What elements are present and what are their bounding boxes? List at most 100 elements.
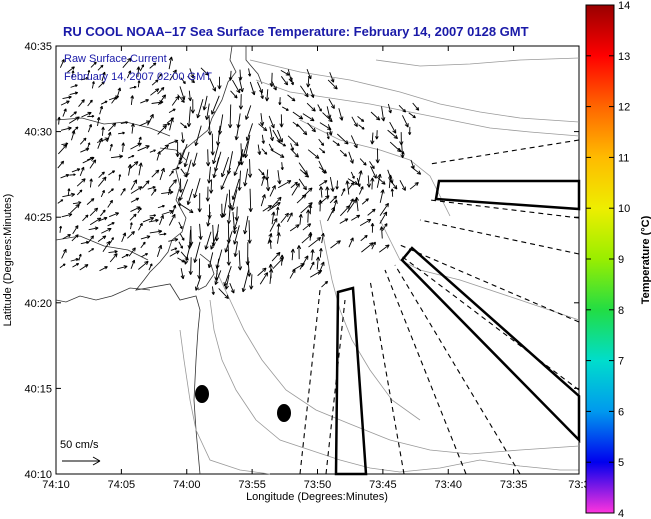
current-vector: [109, 143, 113, 152]
current-vector: [117, 265, 128, 270]
current-vector: [193, 178, 201, 199]
current-vector: [107, 188, 114, 194]
y-tick-label: 40:20: [24, 298, 52, 310]
current-vector: [128, 161, 139, 170]
current-vector: [158, 94, 167, 106]
current-vector: [108, 122, 117, 132]
x-tick-label: 73:50: [304, 479, 332, 491]
x-tick-label: 73:3: [568, 479, 589, 491]
current-vector: [211, 286, 215, 295]
current-vector: [318, 138, 325, 146]
colorbar-tick-label: 12: [618, 102, 630, 114]
current-vector: [306, 209, 311, 223]
current-vector: [121, 142, 126, 153]
current-vector: [129, 222, 133, 230]
current-vector: [86, 198, 95, 205]
current-vector: [148, 263, 153, 271]
current-vector: [60, 126, 72, 131]
current-vector: [184, 241, 192, 265]
current-vector: [287, 94, 296, 102]
current-vector: [340, 205, 351, 217]
current-vector: [87, 69, 91, 77]
current-vector: [168, 179, 177, 189]
current-vector: [261, 175, 266, 186]
current-vector: [259, 113, 265, 127]
current-vector: [319, 147, 326, 154]
current-vector: [149, 62, 157, 69]
current-vector: [260, 194, 266, 207]
current-vector: [280, 76, 289, 86]
current-vector: [218, 288, 229, 300]
current-vector: [287, 212, 293, 223]
current-vector: [248, 188, 253, 213]
current-vector: [276, 206, 280, 216]
current-vector: [79, 264, 89, 271]
current-vector: [61, 248, 67, 259]
current-vector: [87, 114, 95, 118]
current-vector: [348, 182, 355, 190]
current-vector: [290, 148, 299, 158]
current-vector: [106, 131, 112, 142]
current-vector: [306, 76, 311, 88]
current-vector: [237, 250, 243, 271]
current-vector: [70, 257, 79, 262]
current-vector: [309, 88, 315, 98]
current-vector: [130, 123, 135, 134]
colorbar-tick-label: 7: [618, 356, 624, 368]
current-vector: [188, 90, 193, 102]
current-vector: [220, 156, 229, 178]
current-vector: [72, 201, 82, 205]
current-vector: [180, 77, 186, 85]
current-vector: [59, 59, 65, 68]
current-vector: [375, 148, 380, 164]
current-vector: [109, 253, 118, 263]
current-vector: [168, 237, 179, 242]
current-vector: [350, 135, 358, 149]
current-vector: [302, 223, 312, 231]
current-vector: [207, 252, 214, 269]
current-vector: [178, 179, 189, 201]
current-vector: [151, 169, 160, 178]
current-vector: [243, 215, 249, 235]
current-vector: [102, 240, 111, 252]
current-vector: [328, 124, 333, 136]
current-vector: [226, 203, 232, 225]
current-vector: [161, 190, 174, 195]
current-vector: [69, 91, 79, 95]
current-vector: [79, 166, 85, 177]
current-vector: [259, 272, 269, 285]
current-vector: [169, 170, 174, 177]
current-vector: [280, 162, 284, 171]
current-vector: [321, 280, 329, 288]
current-vector: [272, 150, 285, 158]
x-axis-label: Longitude (Degrees:Minutes): [246, 491, 388, 503]
current-vector: [369, 161, 375, 170]
current-vector: [81, 77, 89, 81]
current-vector: [233, 216, 239, 231]
current-vector: [261, 148, 268, 155]
current-vector: [268, 239, 273, 249]
current-vector: [398, 105, 407, 113]
current-vector: [378, 244, 390, 253]
current-vector: [292, 111, 304, 120]
current-vector: [381, 106, 386, 122]
current-vector: [234, 125, 240, 141]
current-vector: [289, 269, 296, 279]
current-vector: [141, 253, 149, 258]
current-vector: [280, 212, 289, 224]
current-vector: [186, 188, 194, 206]
current-vector: [129, 85, 137, 89]
current-vector: [359, 158, 367, 166]
current-vector: [389, 121, 397, 134]
current-vector: [180, 132, 185, 144]
current-vector: [264, 89, 270, 102]
current-vector: [101, 71, 106, 82]
current-vector: [110, 154, 124, 159]
current-vector: [318, 166, 327, 174]
current-vector: [126, 70, 132, 79]
current-vector: [308, 231, 313, 241]
scale-arrow: [62, 456, 101, 466]
current-vector: [157, 73, 162, 80]
current-vector: [247, 220, 252, 244]
current-vector: [148, 218, 159, 223]
